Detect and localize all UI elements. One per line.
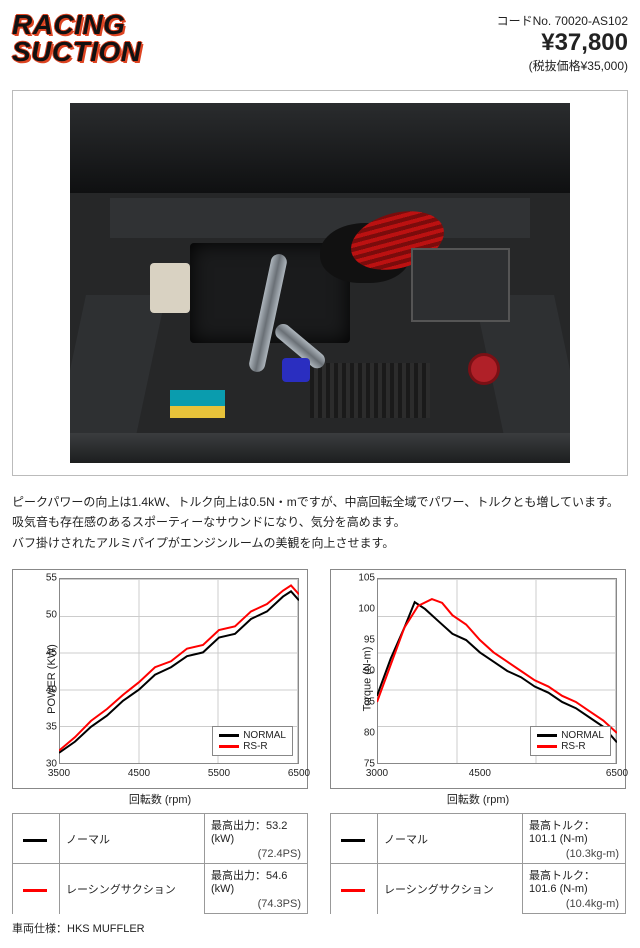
torque-chart: Torque (N-m) 7580859095100105 3000450065… [330, 569, 626, 789]
legend-rsr: RS-R [243, 741, 267, 752]
legend-normal: NORMAL [561, 730, 604, 741]
desc-line-2: 吸気音も存在感のあるスポーティーなサウンドになり、気分を高めます。 [12, 512, 628, 532]
price-box: コードNo. 70020-AS102 ¥37,800 (税抜価格¥35,000) [497, 12, 628, 74]
legend-normal: NORMAL [243, 730, 286, 741]
power-legend: NORMAL RS-R [212, 726, 293, 756]
power-table: ノーマル最高出力：53.2 (kW)(72.4PS)レーシングサクション最高出力… [12, 813, 308, 914]
description: ピークパワーの向上は1.4kW、トルク向上は0.5N・mですが、中高回転全域でパ… [12, 492, 628, 553]
torque-legend: NORMAL RS-R [530, 726, 611, 756]
torque-table: ノーマル最高トルク：101.1 (N-m)(10.3kg-m)レーシングサクショ… [330, 813, 626, 914]
product-logo: RACING SUCTION [12, 12, 142, 65]
desc-line-3: バフ掛けされたアルミパイプがエンジンルームの美観を向上させます。 [12, 533, 628, 553]
power-xlabel: 回転数 (rpm) [12, 791, 308, 807]
product-code: コードNo. 70020-AS102 [497, 12, 628, 29]
hero-image-frame [12, 90, 628, 476]
desc-line-1: ピークパワーの向上は1.4kW、トルク向上は0.5N・mですが、中高回転全域でパ… [12, 492, 628, 512]
torque-xlabel: 回転数 (rpm) [330, 791, 626, 807]
power-xticks: 3500450055006500 [59, 768, 299, 782]
logo-line1: RACING [12, 12, 142, 39]
torque-chart-column: Torque (N-m) 7580859095100105 3000450065… [330, 569, 626, 914]
torque-yticks: 7580859095100105 [355, 578, 375, 764]
vehicle-spec: 車両仕様：HKS MUFFLER [12, 920, 628, 936]
power-chart: POWER (KW) 303540455055 3500450055006500… [12, 569, 308, 789]
power-yticks: 303540455055 [37, 578, 57, 764]
price: ¥37,800 [497, 29, 628, 57]
legend-rsr: RS-R [561, 741, 585, 752]
charts-row: POWER (KW) 303540455055 3500450055006500… [12, 569, 628, 914]
torque-xticks: 300045006500 [377, 768, 617, 782]
power-chart-column: POWER (KW) 303540455055 3500450055006500… [12, 569, 308, 914]
engine-bay-photo [70, 103, 570, 463]
price-subtext: (税抜価格¥35,000) [497, 57, 628, 74]
logo-line2: SUCTION [12, 39, 142, 66]
header: RACING SUCTION コードNo. 70020-AS102 ¥37,80… [12, 12, 628, 74]
